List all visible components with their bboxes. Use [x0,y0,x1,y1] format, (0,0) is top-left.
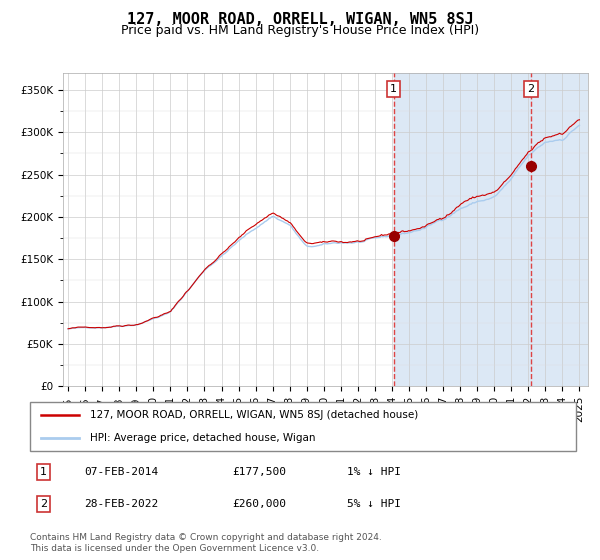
Text: Contains HM Land Registry data © Crown copyright and database right 2024.
This d: Contains HM Land Registry data © Crown c… [30,533,382,553]
Text: Price paid vs. HM Land Registry's House Price Index (HPI): Price paid vs. HM Land Registry's House … [121,24,479,37]
Text: HPI: Average price, detached house, Wigan: HPI: Average price, detached house, Wiga… [90,433,316,444]
Text: 1: 1 [390,84,397,94]
Text: 2: 2 [527,84,535,94]
Text: £260,000: £260,000 [232,499,286,509]
Text: 2: 2 [40,499,47,509]
Text: 07-FEB-2014: 07-FEB-2014 [85,466,159,477]
Text: 127, MOOR ROAD, ORRELL, WIGAN, WN5 8SJ: 127, MOOR ROAD, ORRELL, WIGAN, WN5 8SJ [127,12,473,27]
Text: 28-FEB-2022: 28-FEB-2022 [85,499,159,509]
Bar [394,73,588,386]
Text: 1: 1 [40,466,47,477]
Text: 5% ↓ HPI: 5% ↓ HPI [347,499,401,509]
Text: 127, MOOR ROAD, ORRELL, WIGAN, WN5 8SJ (detached house): 127, MOOR ROAD, ORRELL, WIGAN, WN5 8SJ (… [90,410,418,421]
Text: 1% ↓ HPI: 1% ↓ HPI [347,466,401,477]
Text: £177,500: £177,500 [232,466,286,477]
